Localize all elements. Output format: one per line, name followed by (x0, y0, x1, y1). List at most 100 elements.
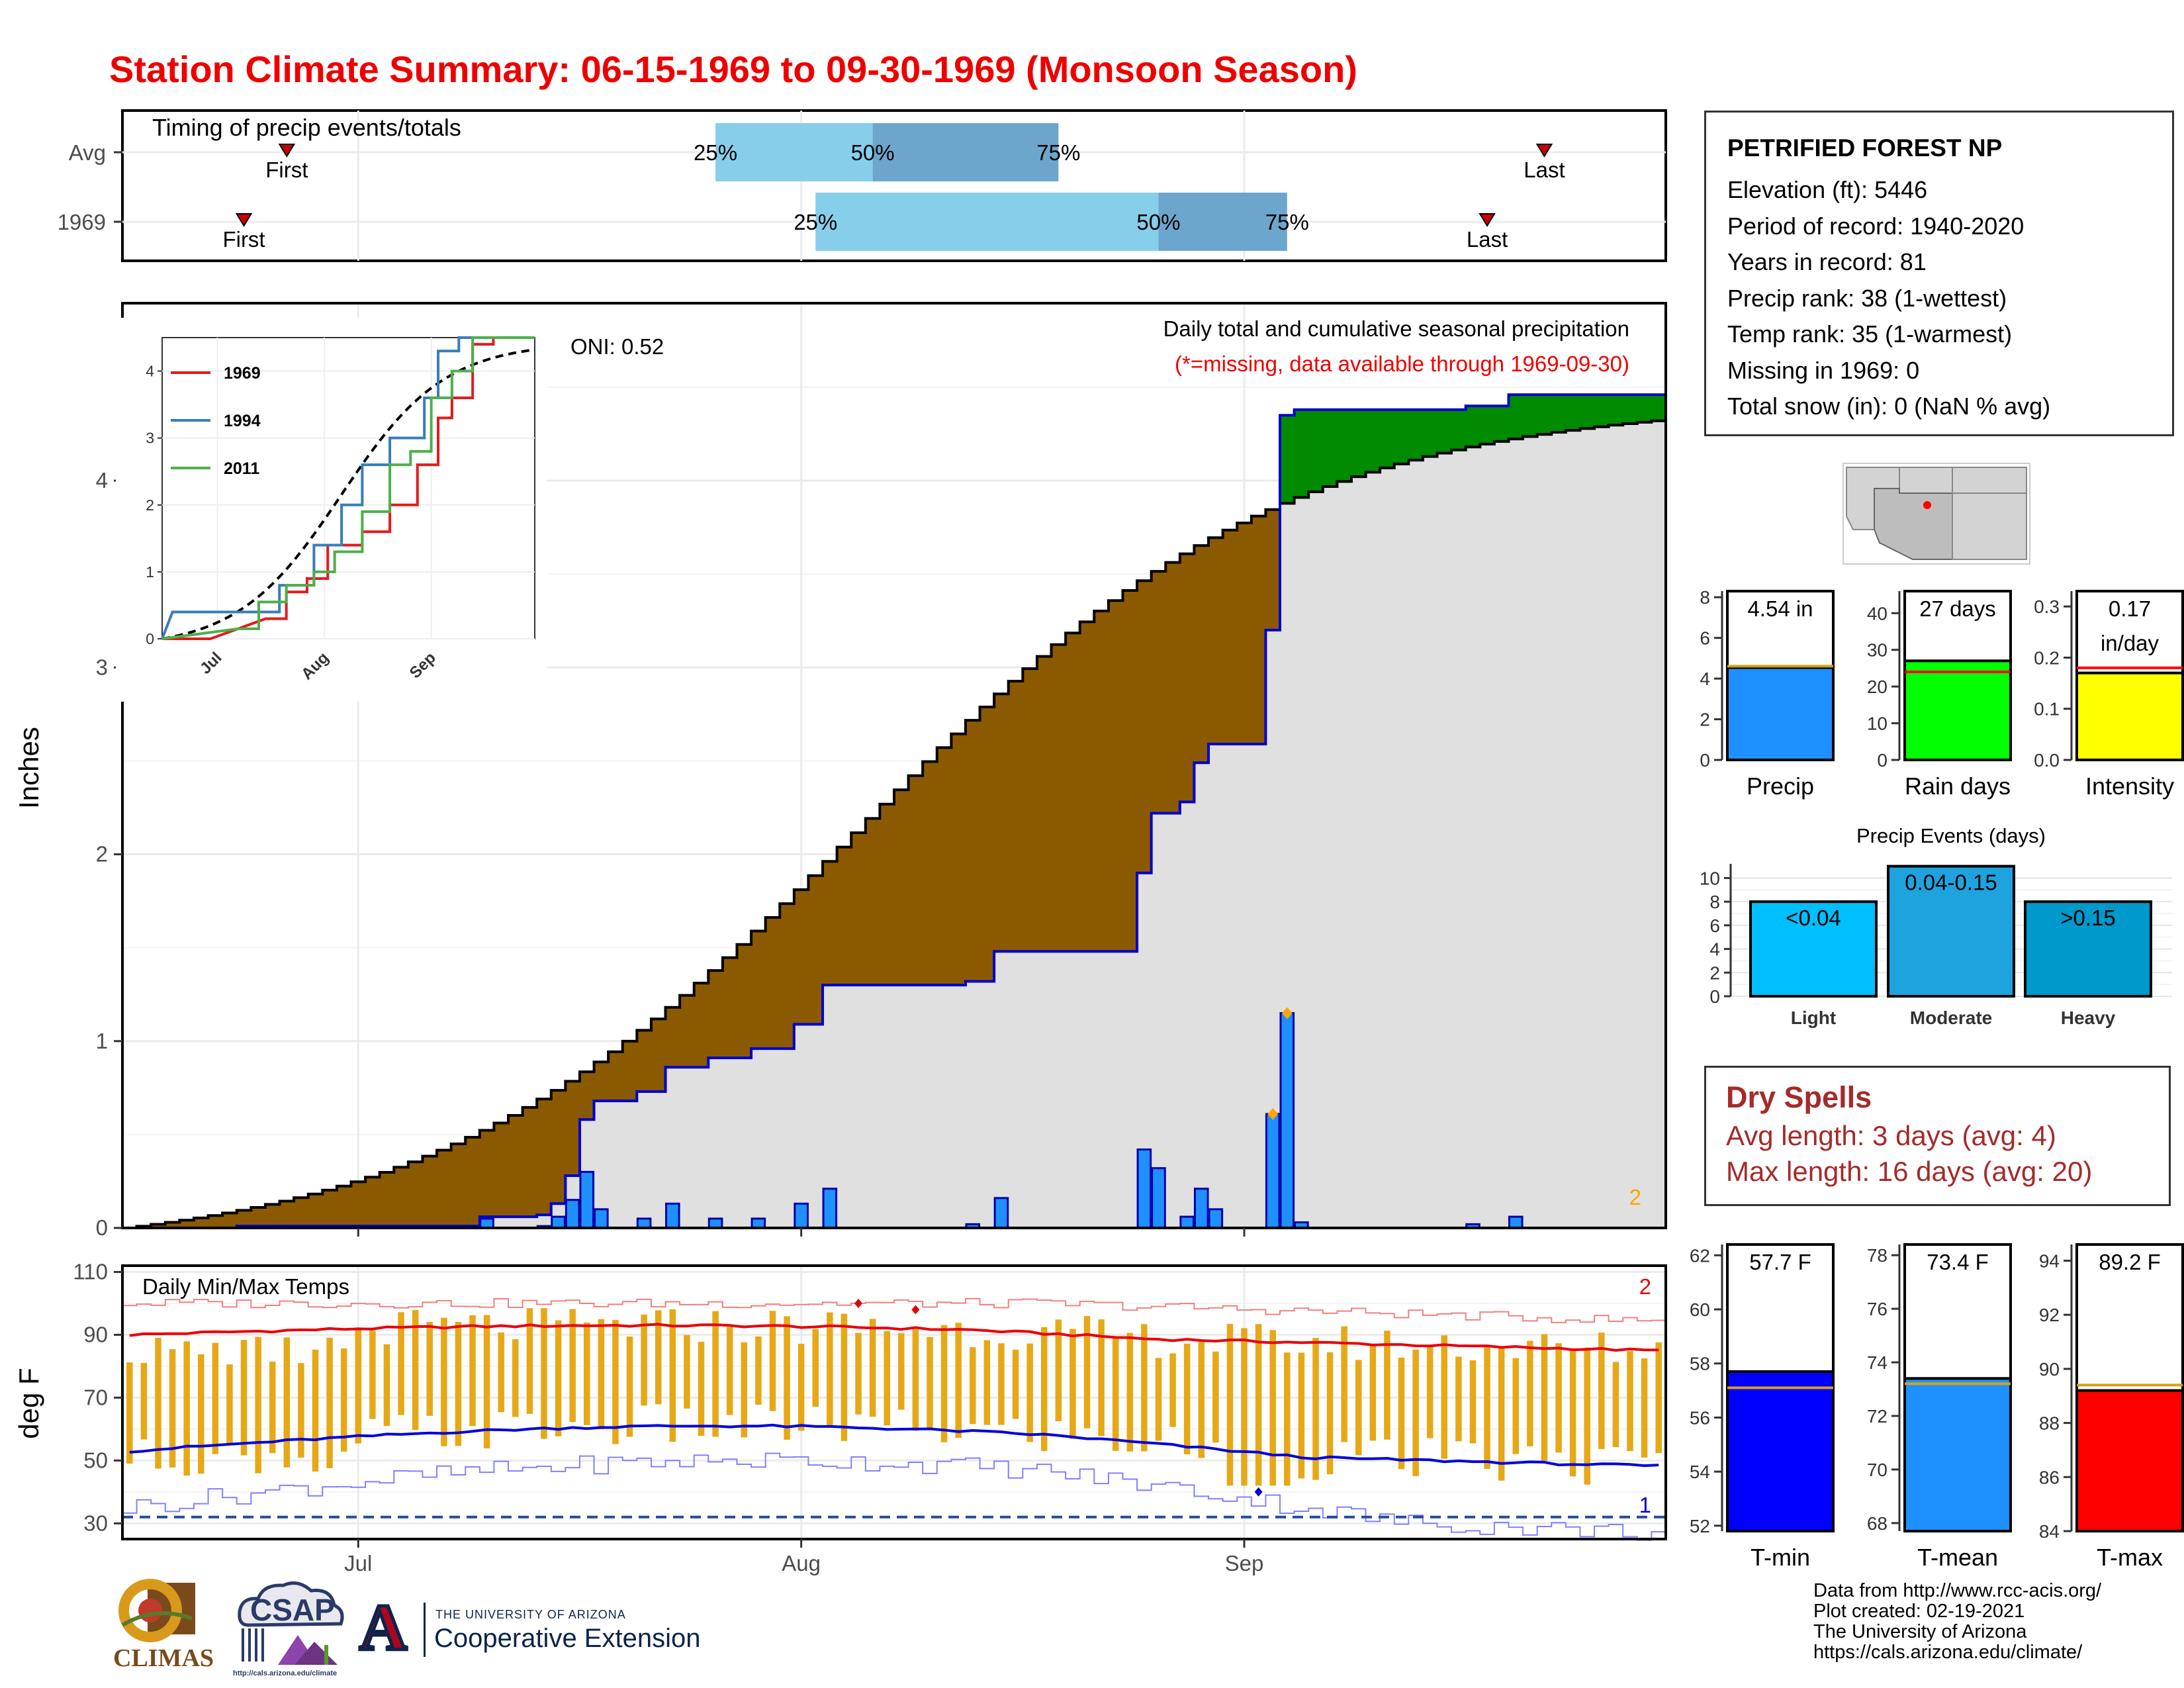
summary-tmin-y-tick-label: 54 (1690, 1462, 1710, 1482)
daily-temp-bar (641, 1314, 647, 1406)
daily-temp-bar (469, 1315, 476, 1427)
csap-logo-url: http://cals.arizona.edu/climate (233, 1669, 338, 1677)
daily-temp-bar (1441, 1335, 1448, 1459)
deficit-segment (1023, 669, 1038, 952)
daily-temp-bar (569, 1309, 576, 1423)
daily-precip-bar (479, 1217, 494, 1229)
timing-bar-early (715, 123, 873, 181)
summary-tmin-y-tick-label: 56 (1690, 1407, 1710, 1428)
events-y-tick-label: 10 (1700, 868, 1720, 888)
daily-temp-bar (655, 1310, 662, 1405)
summary-tmax-y-tick-label: 88 (2039, 1413, 2060, 1434)
summary-precip-y-tick-label: 2 (1700, 710, 1710, 730)
daily-temp-bar (1469, 1360, 1477, 1444)
daily-temp-bar (784, 1316, 790, 1440)
csap-logo: CSAP http://cals.arizona.edu/climate (232, 1579, 351, 1681)
daily-temp-bar (584, 1322, 590, 1425)
deficit-segment (336, 1186, 352, 1227)
summary-raindays-y-tick-label: 0 (1877, 750, 1888, 771)
timing-row-label: 1969 (58, 210, 106, 234)
summary-intensity-value-label: in/day (2101, 631, 2160, 655)
daily-temp-bar (1183, 1343, 1191, 1455)
daily-temp-bar (1455, 1356, 1462, 1442)
inset-legend-label: 1969 (224, 364, 261, 383)
daily-temp-bar (1426, 1346, 1433, 1438)
daily-temp-bar (940, 1325, 948, 1442)
daily-precip-bar (993, 1197, 1009, 1229)
timing-row-label: Avg (69, 140, 106, 165)
temp-y-tick-label: 50 (83, 1448, 108, 1472)
summary-raindays: 0 10 20 30 40 27 days Rain days (1867, 590, 2012, 800)
deficit-segment (1051, 644, 1066, 952)
daily-temp-bar (441, 1317, 447, 1446)
surplus-segment (1294, 409, 1309, 498)
daily-temp-bar (1212, 1351, 1219, 1443)
summary-raindays-category-label: Rain days (1905, 773, 2011, 800)
daily-temp-bar (812, 1329, 819, 1407)
precip-panel-frame (121, 302, 1667, 1229)
deficit-segment (979, 707, 995, 982)
summary-tmean-bar (1903, 1377, 2012, 1532)
climas-logo-text: CLIMAS (113, 1644, 214, 1672)
deficit-segment (193, 1217, 209, 1228)
timing-bar-late (1158, 193, 1287, 251)
deficit-segment (637, 1030, 652, 1092)
daily-temp-bar (498, 1332, 504, 1413)
summary-temp-charts: 52 54 56 58 60 62 57.7 F T-min 68 70 72 74 76 78 73.4 … (1690, 1243, 2184, 1571)
inset-y-tick-label: 3 (146, 430, 154, 447)
timing-label-last: Last (1467, 227, 1508, 252)
daily-temp-bar (269, 1361, 276, 1454)
daily-temp-bar (684, 1335, 690, 1409)
credits: Data from http://www.rcc-acis.org/ Plot … (1813, 1581, 2101, 1663)
daily-temp-bar (283, 1337, 291, 1468)
daily-temp-bar (1255, 1324, 1262, 1486)
daily-precip-bar (822, 1188, 838, 1229)
deficit-segment (608, 1051, 623, 1102)
record-max-line (122, 1297, 1666, 1323)
daily-temp-bar (912, 1329, 919, 1431)
daily-temp-bar (1198, 1339, 1205, 1458)
arizona-location-map (1843, 463, 2030, 565)
deficit-segment (737, 944, 752, 1058)
deficit-segment (508, 1115, 523, 1217)
daily-temp-bar (340, 1348, 347, 1452)
timing-panel-label: Timing of precip events/totals (152, 114, 461, 141)
temp-y-tick-label: 110 (73, 1259, 108, 1284)
timing-label-25: 25% (694, 140, 737, 165)
timing-marker-first (235, 213, 253, 227)
record-max-marker (911, 1305, 920, 1315)
record-min-line (122, 1452, 1666, 1541)
daily-temp-bar (155, 1337, 161, 1469)
temp-corner-top: 2 (1639, 1274, 1651, 1299)
daily-temp-bar (1641, 1358, 1648, 1458)
deficit-segment (851, 833, 866, 986)
daily-temp-bar (1012, 1349, 1019, 1419)
deficit-segment (322, 1190, 338, 1227)
daily-temp-bar (698, 1341, 705, 1436)
surplus-segment (1437, 409, 1452, 453)
deficit-segment (708, 970, 723, 1058)
deficit-segment (622, 1041, 637, 1102)
surplus-segment (1451, 409, 1467, 450)
dry-spells-box: Dry Spells Avg length: 3 days (avg: 4) M… (1704, 1066, 2171, 1206)
precip-y-axis-label: Inches (13, 727, 44, 809)
daily-temp-bar (1040, 1327, 1048, 1452)
temp-y-tick-label: 70 (83, 1385, 108, 1409)
deficit-segment (165, 1222, 180, 1228)
precip-chart-subtitle: (*=missing, data available through 1969-… (1175, 352, 1629, 376)
temp-y-tick-label: 30 (83, 1511, 108, 1535)
timing-label-first: First (265, 158, 308, 182)
daily-temp-bar (426, 1321, 433, 1416)
deficit-segment (1079, 622, 1095, 952)
ua-cooperative-extension-logo: A THE UNIVERSITY OF ARIZONA Cooperative … (357, 1593, 754, 1665)
surplus-segment (1623, 395, 1638, 424)
temp-y-tick-label: 90 (83, 1322, 108, 1346)
climas-logo: CLIMAS (109, 1579, 215, 1678)
summary-tmean-y-tick-label: 68 (1867, 1513, 1888, 1534)
events-bar (2024, 900, 2152, 998)
daily-temp-bar (1298, 1352, 1305, 1479)
summary-tmean-y-tick-label: 72 (1867, 1406, 1888, 1427)
surplus-segment (1637, 395, 1653, 422)
summary-precip-value-label: 4.54 in (1747, 596, 1813, 621)
